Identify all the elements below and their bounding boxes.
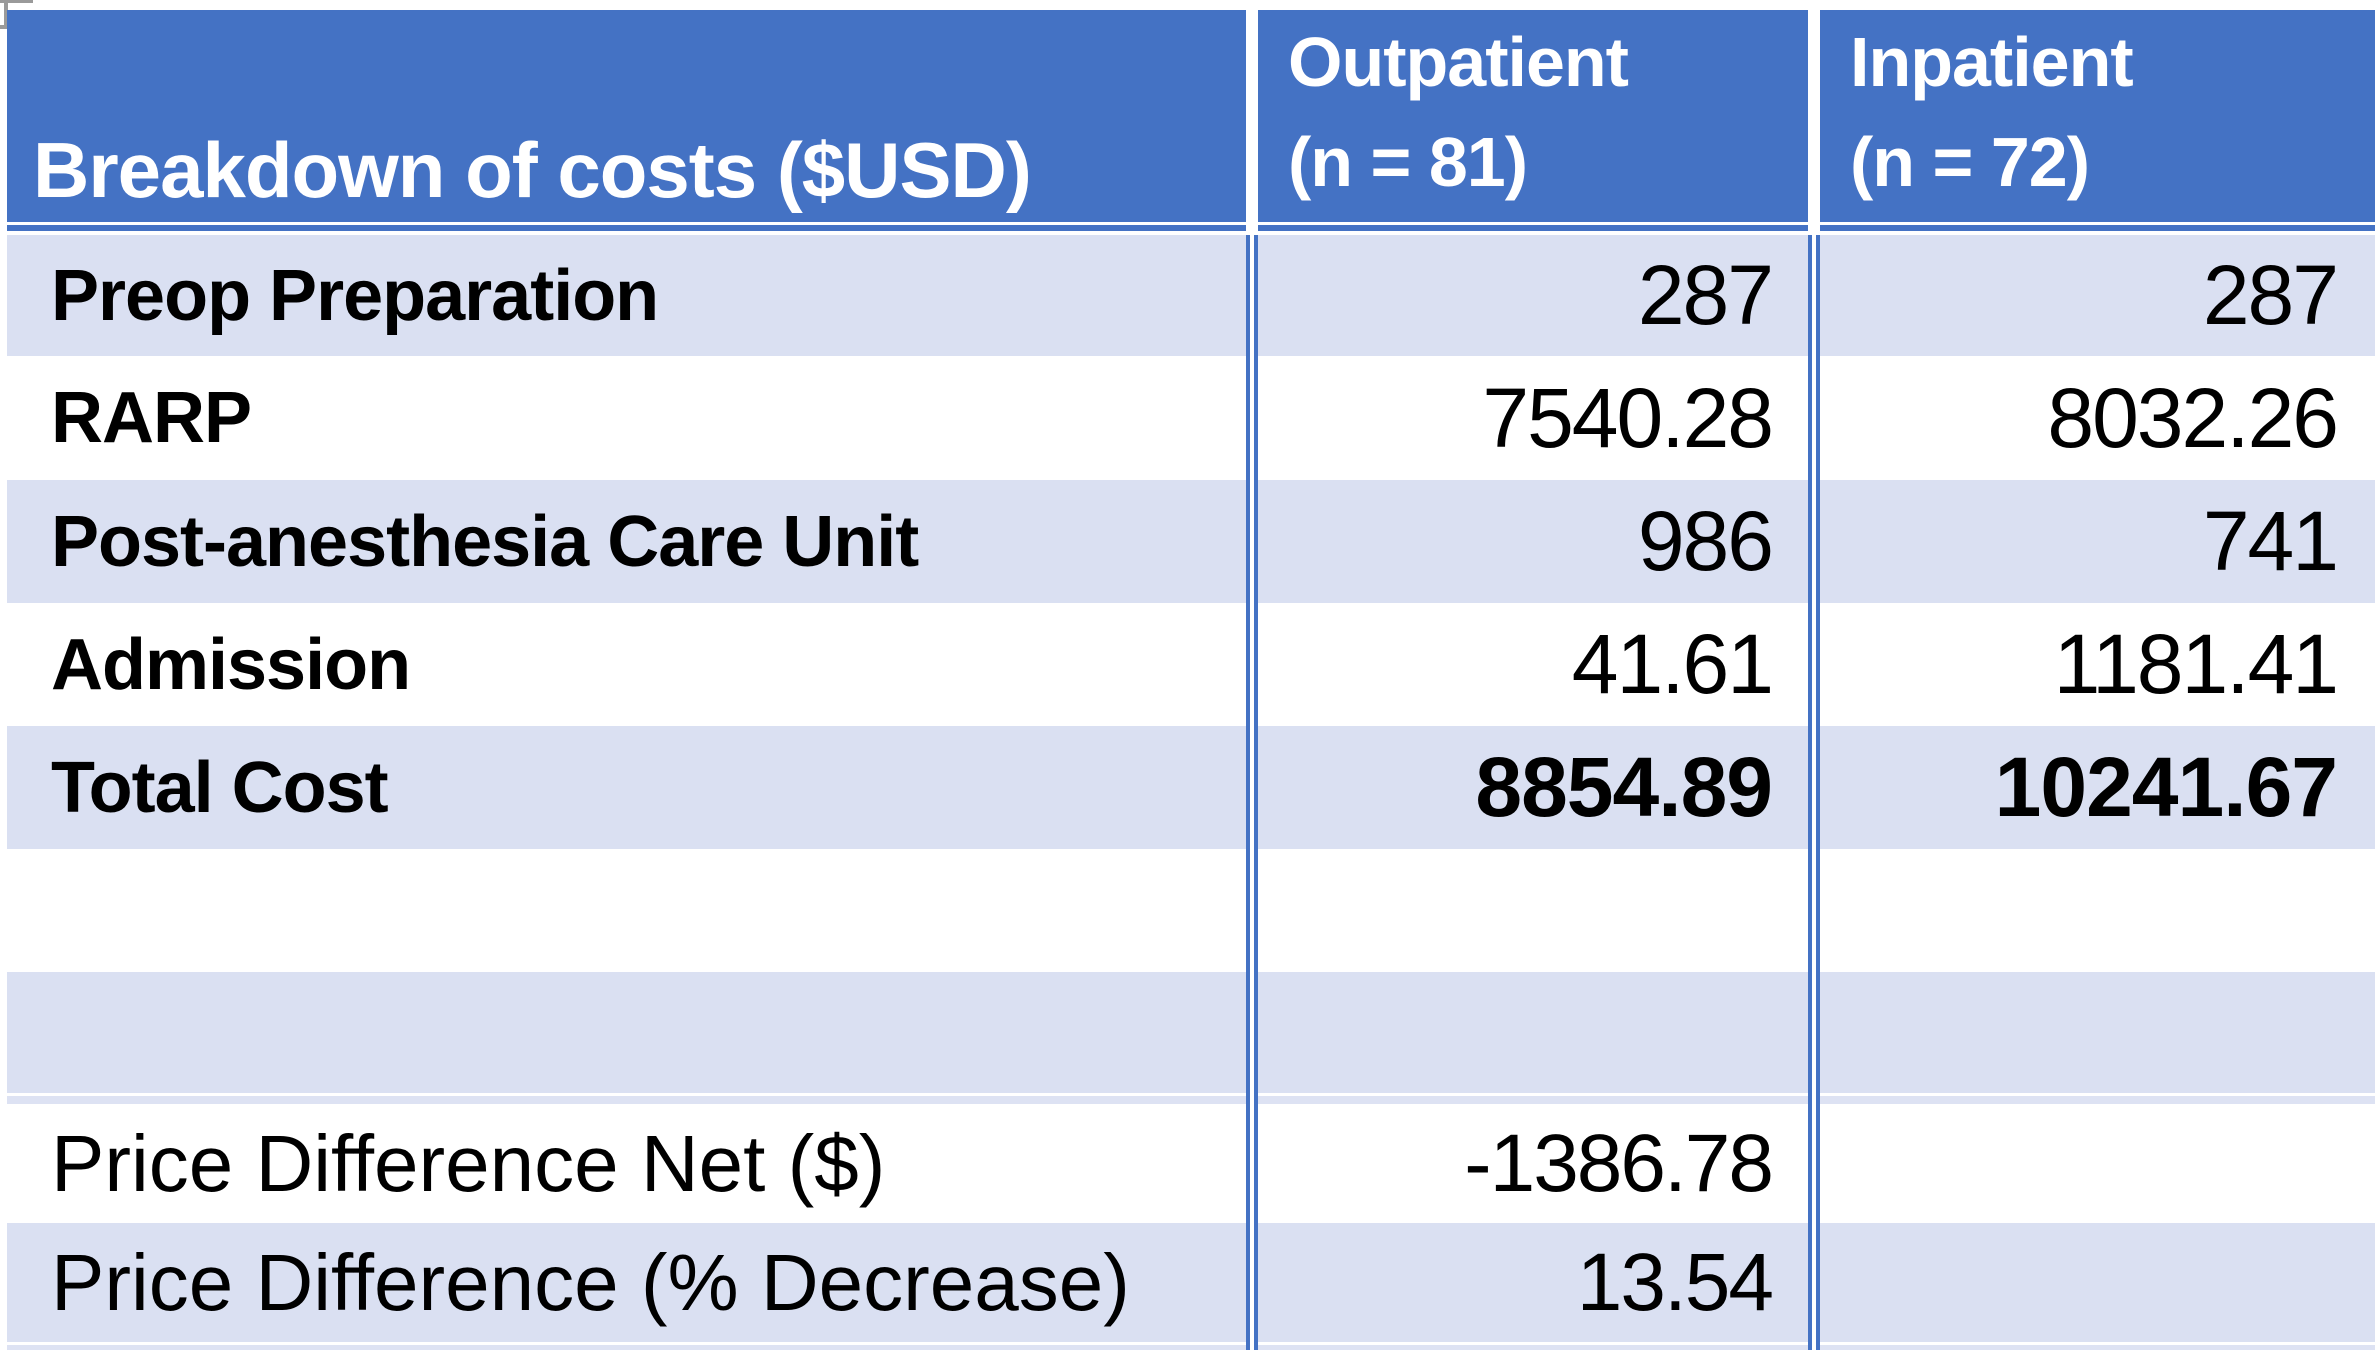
column-header-inpatient: Inpatient (n = 72) — [1850, 23, 2134, 201]
table-row-empty — [7, 972, 2375, 1093]
table-row-admission: Admission 41.61 1181.41 — [7, 603, 2375, 726]
column-separator — [1246, 1342, 1258, 1345]
row-label: Post-anesthesia Care Unit — [51, 501, 919, 582]
column-separator — [1246, 356, 1258, 480]
table-header-row: Breakdown of costs ($USD) Outpatient (n … — [7, 10, 2375, 235]
table-row-pacu: Post-anesthesia Care Unit 986 741 — [7, 480, 2375, 603]
table-row-rarp: RARP 7540.28 8032.26 — [7, 356, 2375, 480]
inpatient-value: 8032.26 — [2047, 370, 2339, 465]
row-label: Preop Preparation — [51, 255, 659, 336]
cost-breakdown-table: Breakdown of costs ($USD) Outpatient (n … — [7, 10, 2375, 1350]
column-separator — [1246, 1096, 1258, 1104]
table-title: Breakdown of costs ($USD) — [33, 126, 1032, 215]
spreadsheet-gridline-artifact — [0, 0, 33, 3]
column-separator — [1808, 235, 1820, 356]
column-separator — [1808, 849, 1820, 972]
table-row-empty — [7, 849, 2375, 972]
header-cell-inpatient: Inpatient (n = 72) — [1820, 10, 2375, 235]
row-label: Price Difference Net ($) — [51, 1118, 886, 1208]
outpatient-value: 13.54 — [1576, 1236, 1774, 1328]
column-separator — [1808, 972, 1820, 1093]
column-separator — [1246, 972, 1258, 1093]
table-row-price-difference-net: Price Difference Net ($) -1386.78 — [7, 1104, 2375, 1223]
outpatient-value: 986 — [1637, 494, 1774, 588]
column-separator — [1808, 1096, 1820, 1104]
inpatient-value: 1181.41 — [2053, 617, 2339, 711]
row-label: Price Difference (% Decrease) — [51, 1237, 1130, 1327]
outpatient-value: 8854.89 — [1475, 740, 1773, 834]
table-row-total-cost: Total Cost 8854.89 10241.67 — [7, 726, 2375, 849]
table-row-price-difference-percent: Price Difference (% Decrease) 13.54 — [7, 1223, 2375, 1342]
header-cell-title: Breakdown of costs ($USD) — [7, 10, 1246, 235]
row-gap-strip — [7, 1093, 2375, 1096]
row-label: Admission — [51, 624, 411, 705]
outpatient-value: 287 — [1637, 248, 1774, 342]
column-separator — [1808, 1223, 1820, 1342]
column-header-outpatient: Outpatient (n = 81) — [1288, 23, 1629, 201]
outpatient-value: 7540.28 — [1482, 370, 1774, 465]
column-separator — [1246, 1093, 1258, 1096]
row-gap-strip — [7, 1345, 2375, 1350]
column-separator — [1246, 1104, 1258, 1223]
column-separator — [1246, 849, 1258, 972]
inpatient-value: 741 — [2202, 494, 2339, 588]
row-label: RARP — [51, 378, 252, 458]
row-gap-strip — [7, 1096, 2375, 1104]
column-separator — [1808, 1104, 1820, 1223]
inpatient-value: 287 — [2202, 248, 2339, 342]
column-separator — [1808, 1093, 1820, 1096]
column-separator — [1246, 235, 1258, 356]
row-label: Total Cost — [51, 747, 389, 828]
header-cell-outpatient: Outpatient (n = 81) — [1258, 10, 1808, 235]
column-separator — [1246, 1345, 1258, 1350]
column-separator — [1246, 1223, 1258, 1342]
table-row-preop: Preop Preparation 287 287 — [7, 235, 2375, 356]
outpatient-value: -1386.78 — [1464, 1117, 1774, 1209]
column-separator — [1808, 356, 1820, 480]
column-separator — [1808, 1342, 1820, 1345]
column-separator — [1246, 603, 1258, 726]
outpatient-value: 41.61 — [1571, 617, 1774, 711]
column-separator — [1246, 480, 1258, 603]
spreadsheet-gridline-artifact — [4, 0, 8, 28]
header-column-gap — [1808, 10, 1820, 235]
header-column-gap — [1246, 10, 1258, 235]
spreadsheet-gridline-artifact — [0, 25, 8, 29]
column-separator — [1246, 726, 1258, 849]
column-separator — [1808, 603, 1820, 726]
column-separator — [1808, 726, 1820, 849]
inpatient-value: 10241.67 — [1994, 740, 2338, 834]
column-separator — [1808, 480, 1820, 603]
row-gap-strip — [7, 1342, 2375, 1345]
column-separator — [1808, 1345, 1820, 1350]
